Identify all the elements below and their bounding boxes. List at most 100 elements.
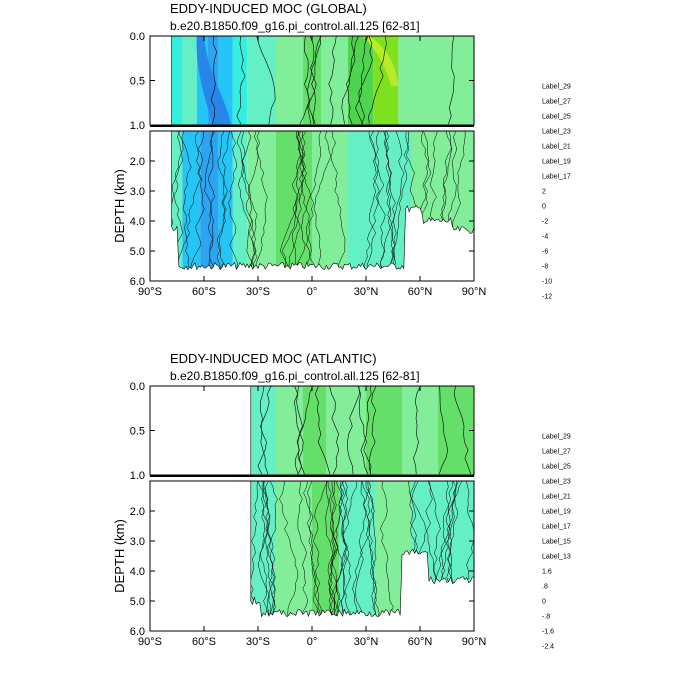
lower-contour-line [217,131,226,270]
upper-field-core [362,36,399,86]
lower-field-band [339,481,375,617]
upper-field-band [276,36,303,125]
colorbar-label: Label_27 [542,99,571,106]
lower-contour-line [362,481,377,617]
upper-contour-line [358,35,373,125]
lower-field-band [182,131,201,270]
upper-contour-line [314,385,331,475]
x-tick-label: 60°S [192,286,216,298]
upper-field-band [171,36,183,125]
upper-contour-line [453,385,471,475]
lower-contour-line [280,131,301,270]
upper-contour-line [329,385,340,475]
colorbar-label: Label_17 [542,524,571,531]
chart-subtitle: b.e20.B1850.f09_g16.pi_control.all.125 [… [170,369,420,383]
upper-contour-line [341,35,356,125]
lower-contour-line [360,481,380,617]
upper-contour-line [368,35,387,125]
upper-field-band [420,36,474,125]
upper-field-band [250,386,276,475]
upper-contour-line [293,385,305,475]
x-tick-label: 90°S [138,286,162,298]
colorbar-label: Label_27 [542,449,571,456]
colorbar-label: -4 [542,234,548,241]
colorbar-label: -2.4 [542,644,554,651]
colorbar-label: Label_29 [542,84,571,91]
x-tick-label: 90°N [462,636,487,648]
x-tick-label: 30°S [246,286,270,298]
upper-contour-line [311,35,321,125]
lower-contour-line [384,131,397,270]
upper-contour-line [304,35,314,125]
lower-contour-line [261,481,276,617]
lower-contour-line [218,131,230,270]
lower-contour-line [368,131,386,270]
y-tick-label: 0.5 [130,76,145,88]
y-tick-label: 2.0 [130,156,145,168]
lower-contour-line [360,131,380,270]
lower-contour-line [303,481,329,617]
y-tick-label: 3.0 [130,186,145,198]
upper-field-band [276,386,303,475]
lower-contour-line [329,481,343,617]
colorbar-label: -1.6 [542,629,554,636]
lower-contour-line [340,481,358,617]
lower-contour-line [365,481,378,617]
x-tick-label: 30°N [354,286,379,298]
upper-field-band [247,36,276,125]
y-axis-label: DEPTH (km) [112,169,127,243]
lower-contour-line [324,131,346,270]
colorbar-label: 0 [542,599,546,606]
upper-field-core [196,36,231,125]
lower-contour-line [328,481,337,617]
lower-contour-line [338,481,351,617]
lower-contour-line [185,131,201,270]
colorbar-label: -.8 [542,614,550,621]
y-tick-label: 0.0 [130,31,145,43]
y-tick-label: 2.0 [130,506,145,518]
upper-contour-line [360,385,372,475]
lower-field-band [276,131,312,270]
upper-contour-line [347,385,360,475]
upper-field-band [321,36,348,125]
lower-field-band [247,131,276,270]
y-tick-label: 5.0 [130,246,145,258]
x-tick-label: 60°S [192,636,216,648]
lower-contour-line [285,131,306,270]
lower-contour-line [190,131,205,270]
chart-title: EDDY-INDUCED MOC (GLOBAL) [170,1,367,16]
colorbar: Label_29 Label_27 Label_25 Label_23 Label_21… [542,84,571,301]
y-tick-label: 1.0 [130,470,145,482]
colorbar-label: -6 [542,249,548,256]
upper-contour-line [413,385,421,475]
x-tick-label: 0° [307,636,318,648]
upper-field-band [182,36,197,125]
lower-contour-line [171,131,183,270]
x-tick-label: 0° [307,286,318,298]
chart-title: EDDY-INDUCED MOC (ATLANTIC) [170,351,377,366]
y-tick-label: 6.0 [130,276,145,288]
upper-field-band [398,36,420,125]
lower-field-band [171,131,183,270]
lower-contour-line [228,131,239,270]
x-tick-label: 60°N [408,286,433,298]
lower-contour-line [236,131,258,270]
colorbar-label: Label_17 [542,174,571,181]
upper-contour-line [448,35,455,125]
y-axis-label: DEPTH (km) [112,519,127,593]
upper-field-band [348,36,374,125]
upper-contour-line [328,35,337,125]
x-tick-label: 60°N [408,636,433,648]
x-tick-label: 30°N [354,636,379,648]
upper-field-band [366,386,402,475]
y-tick-label: 1.0 [130,120,145,132]
colorbar-label: Label_25 [542,114,571,121]
seafloor-outline [250,481,475,618]
lower-contour-line [257,481,272,617]
upper-contour-line [210,35,218,125]
colorbar-label: 0 [542,204,546,211]
lower-field-band [312,481,339,617]
upper-contour-line [439,385,449,475]
lower-contour-line [280,131,302,270]
